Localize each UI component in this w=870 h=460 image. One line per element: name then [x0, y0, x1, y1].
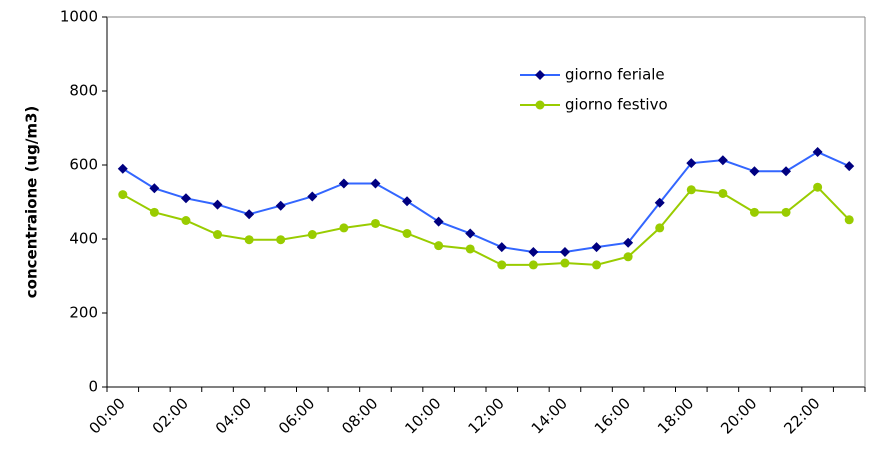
marker — [592, 260, 602, 270]
marker — [749, 166, 760, 177]
marker — [528, 246, 539, 257]
x-tick-label: 12:00 — [465, 394, 508, 437]
y-axis-label: concentraione (ug/m3) — [23, 106, 41, 299]
x-tick-label: 04:00 — [212, 394, 255, 437]
marker — [812, 147, 823, 158]
marker — [623, 252, 633, 262]
marker — [370, 178, 381, 189]
legend-label: giorno festivo — [565, 96, 668, 114]
marker — [433, 216, 444, 227]
marker — [465, 244, 475, 254]
marker — [591, 242, 602, 253]
y-tick-label: 600 — [69, 156, 98, 174]
marker — [844, 215, 854, 225]
x-tick-label: 20:00 — [717, 394, 760, 437]
marker — [118, 190, 128, 200]
marker — [244, 235, 254, 245]
marker — [149, 207, 159, 217]
marker — [496, 242, 507, 253]
series-line — [122, 185, 850, 266]
marker — [181, 216, 191, 225]
y-tick-label: 400 — [69, 230, 98, 248]
marker — [654, 197, 665, 208]
x-tick-label: 18:00 — [654, 394, 697, 437]
marker — [307, 230, 317, 240]
marker — [717, 155, 728, 166]
marker — [560, 258, 570, 268]
marker — [213, 230, 223, 240]
marker — [244, 209, 255, 220]
marker — [781, 166, 792, 177]
y-tick-label: 800 — [69, 82, 98, 100]
marker — [528, 260, 538, 270]
marker — [686, 158, 697, 169]
marker — [402, 196, 413, 207]
x-tick-label: 08:00 — [338, 394, 381, 437]
marker — [180, 193, 191, 204]
marker — [339, 223, 349, 233]
marker — [718, 188, 728, 198]
legend-label: giorno feriale — [565, 66, 665, 84]
marker — [749, 207, 759, 217]
marker — [117, 163, 128, 174]
marker — [212, 199, 223, 210]
marker — [559, 246, 570, 257]
marker — [686, 185, 696, 195]
x-tick-label: 16:00 — [591, 394, 634, 437]
marker — [844, 161, 855, 172]
x-tick-label: 22:00 — [780, 394, 823, 437]
marker — [781, 207, 791, 217]
x-tick-label: 00:00 — [86, 394, 129, 437]
x-tick-label: 10:00 — [401, 394, 444, 437]
marker — [276, 235, 286, 245]
x-tick-label: 02:00 — [149, 394, 192, 437]
marker — [497, 260, 507, 270]
marker — [307, 191, 318, 202]
y-tick-label: 0 — [88, 378, 98, 396]
series-line — [122, 150, 850, 253]
marker — [338, 178, 349, 189]
marker — [623, 237, 634, 248]
marker — [465, 228, 476, 239]
marker — [655, 223, 665, 233]
y-tick-label: 200 — [69, 304, 98, 322]
marker — [370, 218, 380, 228]
marker — [434, 241, 444, 251]
legend-marker — [535, 100, 545, 110]
marker — [402, 228, 412, 238]
x-tick-label: 14:00 — [528, 394, 571, 437]
legend-marker — [535, 70, 545, 80]
x-tick-label: 06:00 — [275, 394, 318, 437]
marker — [275, 200, 286, 211]
y-tick-label: 1000 — [60, 8, 98, 26]
marker — [149, 183, 160, 194]
marker — [813, 182, 823, 192]
